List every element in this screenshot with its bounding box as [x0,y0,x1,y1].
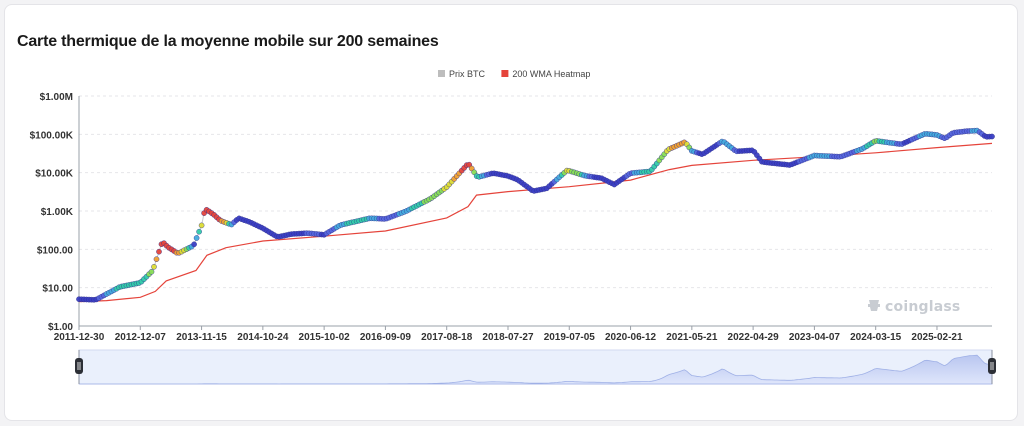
x-tick-label: 2024-03-15 [850,332,902,343]
page-title: Carte thermique de la moyenne mobile sur… [17,33,439,50]
axes: $1.00 $10.00 $100.00 $1.00K $10.00K $100.00K $… [30,92,992,343]
navigator-left-handle[interactable] [75,358,83,374]
wma-line [78,142,993,303]
x-tick-label: 2023-04-07 [789,332,841,343]
navigator-right-handle[interactable] [988,358,996,374]
legend[interactable]: Prix BTC 200 WMA Heatmap [438,69,590,79]
x-tick-label: 2013-11-15 [176,332,227,343]
y-tick-label: $1.00 [48,322,73,333]
x-tick-label: 2019-07-05 [544,332,596,343]
watermark-text: coinglass [885,299,961,315]
x-tick-label: 2015-10-02 [299,332,351,343]
heatmap-point [193,235,200,241]
heatmap-point [156,248,162,255]
x-tick-label: 2025-02-21 [911,332,963,343]
heatmap-point [153,256,160,263]
y-tick-label: $1.00M [40,92,73,103]
grid [79,95,992,289]
x-tick-label: 2012-12-07 [115,332,167,343]
x-tick-label: 2018-07-27 [482,332,534,343]
navigator[interactable] [75,349,996,385]
x-tick-label: 2021-05-21 [666,332,718,343]
x-tick-label: 2022-04-29 [728,332,780,343]
heatmap-point [191,241,197,248]
legend-swatch[interactable] [438,70,445,77]
heatmap-point [989,133,995,140]
heatmap-point [151,263,157,270]
y-tick-label: $100.00 [37,245,74,256]
legend-label[interactable]: 200 WMA Heatmap [512,69,590,79]
x-tick-label: 2011-12-30 [54,332,105,343]
y-tick-label: $10.00K [35,169,74,180]
plot-area [76,127,995,303]
y-tick-label: $10.00 [42,284,73,295]
coinglass-logo-icon [868,300,880,311]
x-tick-label: 2017-08-18 [421,332,473,343]
legend-swatch[interactable] [501,70,509,77]
legend-label[interactable]: Prix BTC [449,69,486,79]
heatmap-point [198,222,205,229]
x-tick-label: 2016-09-09 [360,332,412,343]
y-tick-label: $1.00K [41,207,74,218]
x-tick-label: 2020-06-12 [605,332,657,343]
coinglass-watermark: coinglass [866,296,960,315]
navigator-series [79,354,993,385]
y-tick-label: $100.00K [30,130,74,141]
x-tick-label: 2014-10-24 [237,332,289,343]
heatmap-point [148,268,155,275]
heatmap-point [196,228,202,235]
